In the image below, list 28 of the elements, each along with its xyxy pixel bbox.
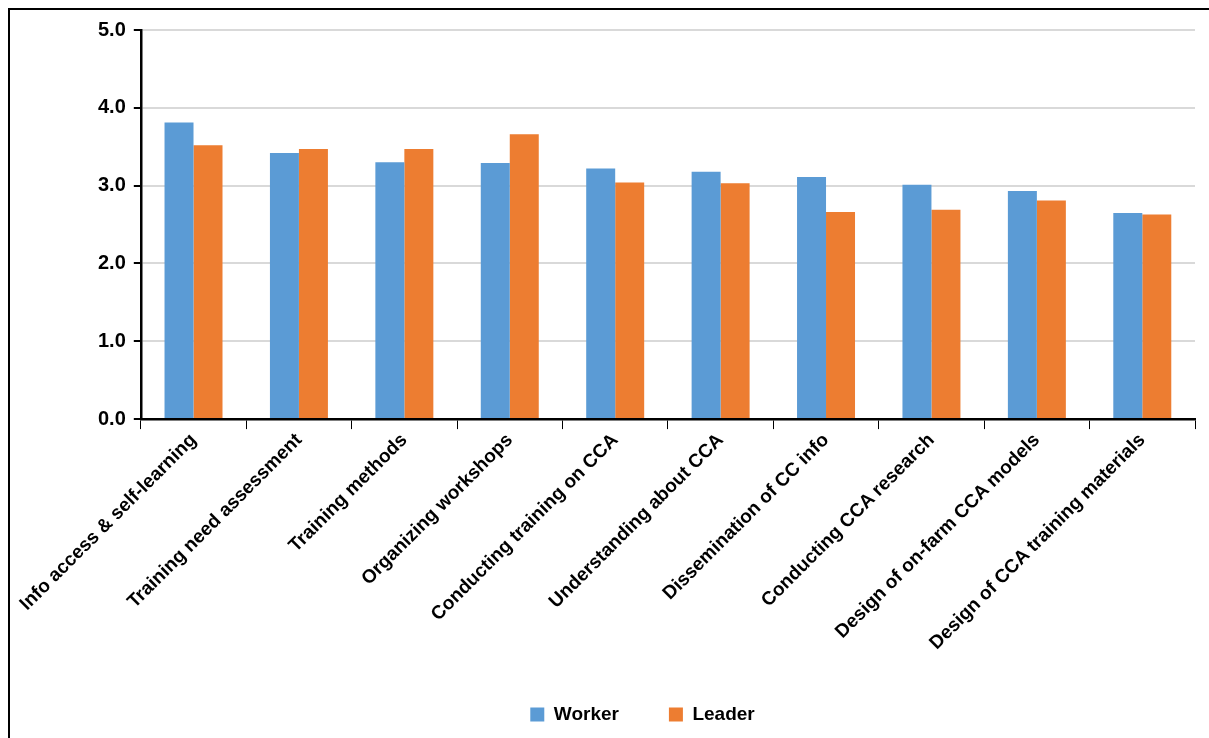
bar <box>720 183 750 419</box>
bar <box>193 145 223 419</box>
y-tick-label: 1.0 <box>97 328 126 351</box>
bar <box>797 177 827 419</box>
bar <box>269 152 299 419</box>
bar <box>164 122 194 419</box>
bar <box>615 182 645 419</box>
bar <box>1113 212 1143 419</box>
y-tick-label: 2.0 <box>97 250 126 273</box>
bar <box>298 149 328 419</box>
y-tick-label: 4.0 <box>97 95 126 118</box>
y-tick-label: 3.0 <box>97 173 126 196</box>
bar <box>480 163 510 419</box>
bar <box>1036 200 1066 419</box>
bar <box>586 168 616 419</box>
legend-label: Leader <box>692 702 756 724</box>
bar <box>902 184 932 419</box>
y-tick-label: 0.0 <box>97 406 126 429</box>
y-tick-label: 5.0 <box>97 17 126 40</box>
bar <box>1142 214 1172 419</box>
bar <box>1007 191 1037 419</box>
bar <box>931 209 961 419</box>
bar <box>375 162 405 419</box>
bar <box>404 149 434 419</box>
bar <box>691 171 721 419</box>
bar <box>826 212 856 419</box>
bar <box>509 134 539 419</box>
legend-label: Worker <box>553 702 620 724</box>
